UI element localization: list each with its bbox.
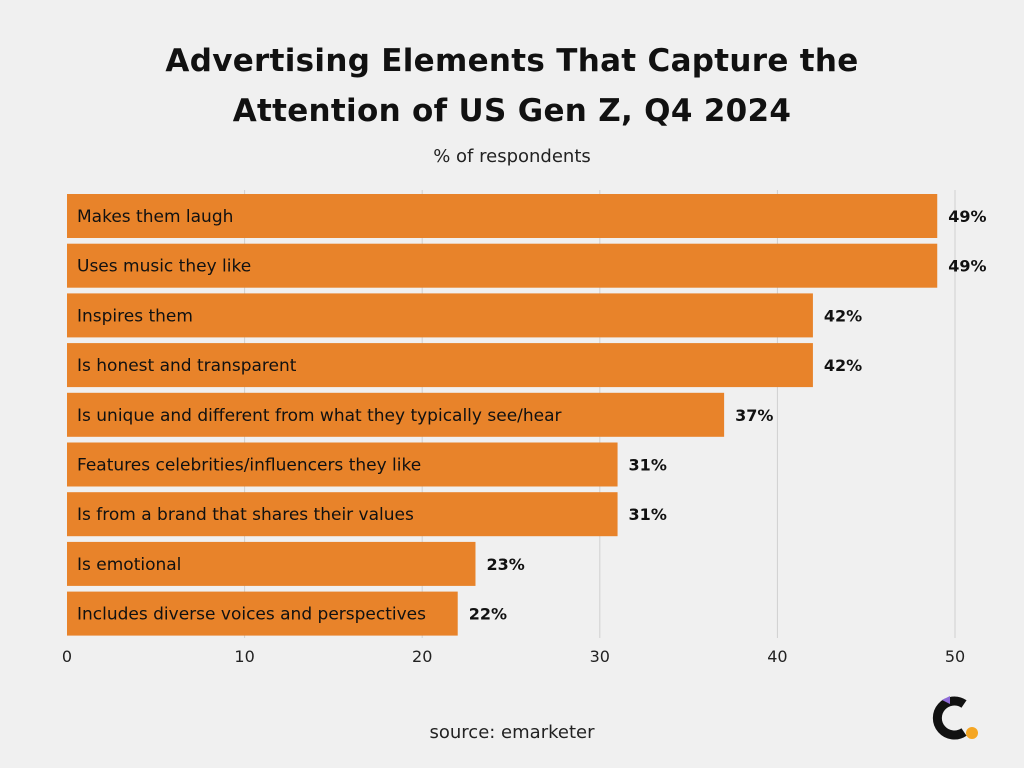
tick-label: 10 bbox=[234, 647, 254, 666]
value-label: 37% bbox=[735, 406, 773, 425]
source-note: source: emarketer bbox=[429, 722, 595, 743]
tick-label: 50 bbox=[945, 647, 965, 666]
category-label: Is emotional bbox=[77, 555, 181, 575]
category-label: Uses music they like bbox=[77, 257, 251, 277]
value-label: 49% bbox=[948, 257, 986, 276]
bar bbox=[67, 591, 458, 636]
bar bbox=[67, 194, 938, 238]
tick-label: 20 bbox=[412, 647, 432, 666]
category-label: Makes them laugh bbox=[77, 207, 233, 227]
tick-label: 30 bbox=[590, 647, 610, 666]
brand-logo-icon bbox=[932, 696, 978, 740]
bar bbox=[67, 293, 813, 338]
tick-label: 0 bbox=[62, 647, 72, 666]
chart-subtitle: % of respondents bbox=[433, 146, 591, 167]
category-label: Is from a brand that shares their values bbox=[77, 505, 414, 525]
chart-title: Advertising Elements That Capture the At… bbox=[0, 36, 1024, 136]
bar bbox=[67, 243, 938, 288]
tick-label: 40 bbox=[767, 647, 787, 666]
bar bbox=[67, 343, 813, 388]
category-label: Is unique and different from what they t… bbox=[77, 406, 562, 426]
value-label: 42% bbox=[824, 306, 862, 325]
bar bbox=[67, 492, 618, 537]
title-line-2: Attention of US Gen Z, Q4 2024 bbox=[232, 93, 792, 129]
category-label: Includes diverse voices and perspectives bbox=[77, 605, 426, 625]
title-line-1: Advertising Elements That Capture the bbox=[165, 43, 859, 79]
value-label: 49% bbox=[948, 207, 986, 226]
category-label: Features celebrities/influencers they li… bbox=[77, 456, 421, 476]
value-label: 31% bbox=[629, 505, 667, 524]
bar bbox=[67, 442, 618, 487]
bar bbox=[67, 541, 476, 586]
category-label: Is honest and transparent bbox=[77, 356, 297, 376]
value-label: 23% bbox=[486, 555, 524, 574]
bar bbox=[67, 392, 725, 437]
value-label: 42% bbox=[824, 356, 862, 375]
category-label: Inspires them bbox=[77, 306, 193, 326]
value-label: 31% bbox=[629, 456, 667, 475]
value-label: 22% bbox=[469, 605, 507, 624]
